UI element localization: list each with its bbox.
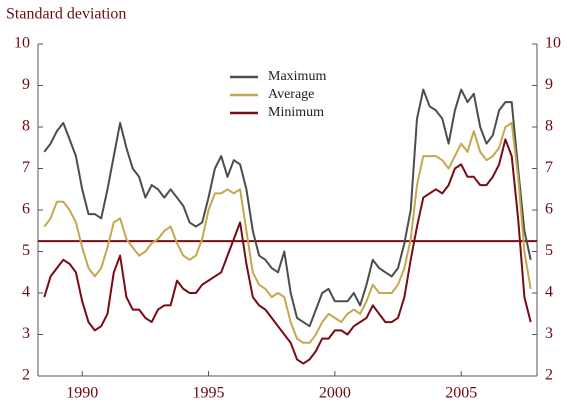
y-tick-label: 2 (22, 367, 30, 384)
series-line (43, 121, 532, 344)
x-tick-label: 2005 (445, 385, 477, 402)
y-tick-label-right: 7 (545, 159, 553, 176)
y-axis-title: Standard deviation (6, 6, 126, 23)
y-tick-label-right: 4 (545, 284, 553, 301)
y-tick-label: 8 (22, 118, 30, 135)
y-tick-label: 6 (22, 201, 30, 218)
series-line (43, 138, 532, 365)
y-tick-label: 5 (22, 242, 30, 259)
y-tick-label-right: 9 (545, 76, 553, 93)
y-tick-label: 4 (22, 284, 30, 301)
y-tick-label-right: 10 (545, 35, 561, 52)
y-tick-label: 3 (22, 325, 30, 342)
legend-label: Minimum (268, 105, 324, 120)
y-tick-label: 10 (14, 35, 30, 52)
y-tick-label-right: 5 (545, 242, 553, 259)
y-tick-label-right: 3 (545, 325, 553, 342)
y-tick-label-right: 6 (545, 201, 553, 218)
series-line (43, 88, 532, 328)
x-tick-label: 2000 (319, 385, 351, 402)
x-tick-label: 1990 (66, 385, 98, 402)
y-tick-label: 9 (22, 76, 30, 93)
x-tick-label: 1995 (193, 385, 225, 402)
legend-label: Maximum (268, 69, 326, 84)
y-tick-label-right: 8 (545, 118, 553, 135)
legend-label: Average (268, 87, 314, 102)
y-tick-label: 7 (22, 159, 30, 176)
y-tick-label-right: 2 (545, 367, 553, 384)
